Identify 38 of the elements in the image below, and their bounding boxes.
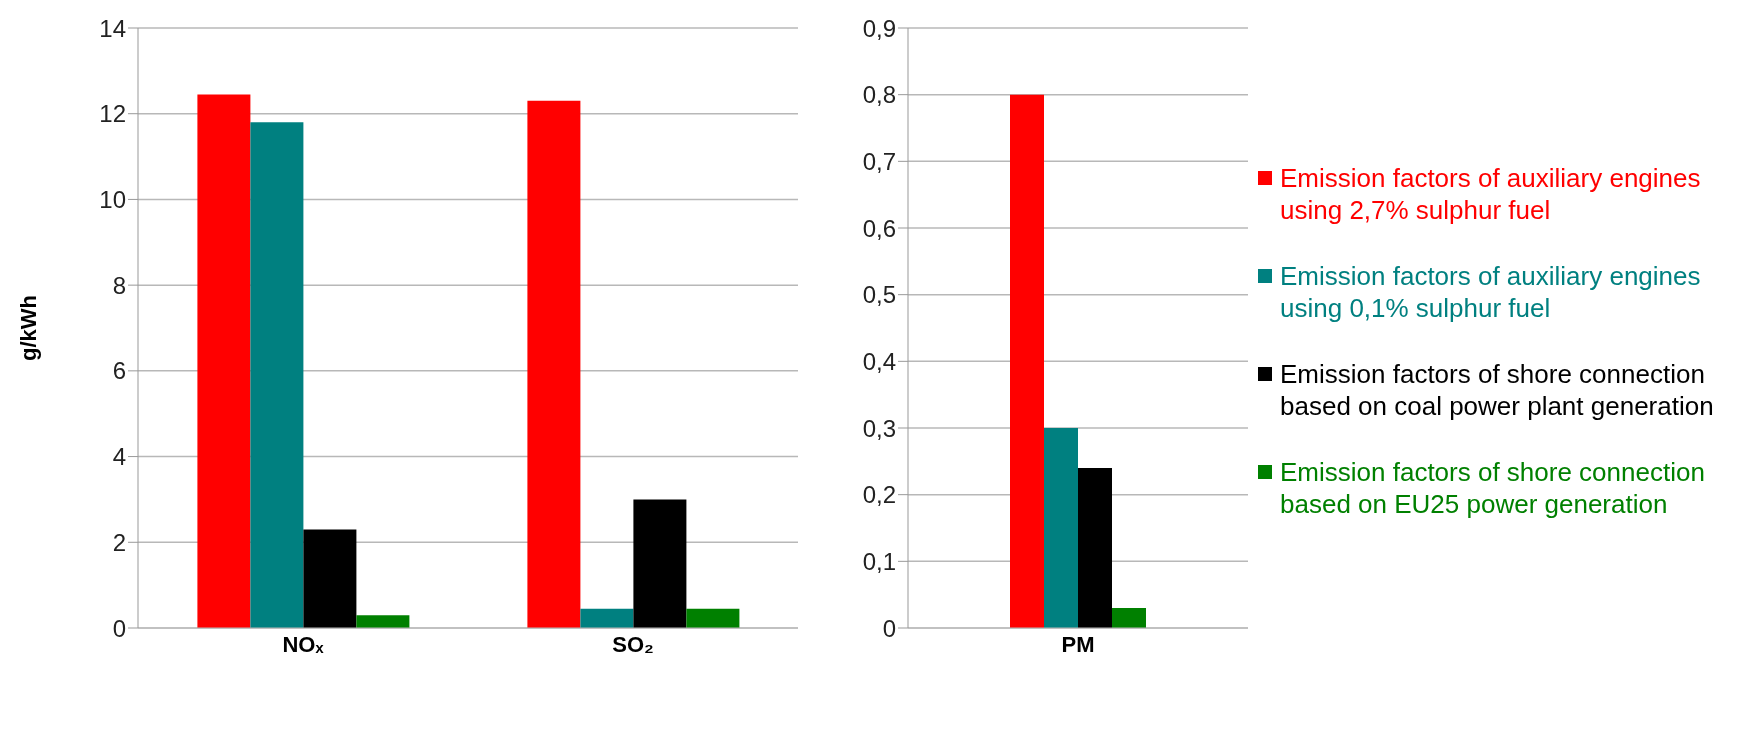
legend-label: Emission factors of auxiliary engines using 0,1% sulphur fuel (1280, 260, 1702, 324)
y-tick-label: 0,4 (862, 347, 896, 375)
bar (1010, 94, 1044, 628)
y-tick-label: 8 (112, 271, 126, 299)
y-tick-label: 12 (99, 100, 126, 128)
y-tick-label: 4 (112, 443, 126, 471)
bar (303, 529, 357, 628)
y-tick-label: 0,3 (862, 414, 896, 442)
x-tick-label: PM (1061, 631, 1095, 657)
y-tick-label: 0,8 (862, 81, 896, 109)
bar (580, 608, 634, 628)
bar (1078, 468, 1112, 628)
y-tick-label: 0,6 (862, 214, 896, 242)
bar (197, 94, 251, 628)
y-tick-label: 0,7 (862, 147, 896, 175)
y-tick-label: 0 (882, 614, 896, 642)
y-tick-label: 6 (112, 357, 126, 385)
legend-label: Emission factors of shore connection based on coal power plant generation (1280, 358, 1715, 422)
bar (356, 615, 410, 628)
bar (250, 122, 304, 628)
y-tick-label: 10 (99, 185, 126, 213)
bar (1044, 428, 1078, 628)
legend-label: Emission factors of auxiliary engines using 2,7% sulphur fuel (1280, 162, 1702, 226)
y-tick-label: 14 (99, 14, 126, 42)
bar (686, 608, 740, 628)
y-tick-label: 0,1 (862, 547, 896, 575)
x-tick-label: SO₂ (612, 631, 654, 657)
y-tick-label: 0,2 (862, 481, 896, 509)
y-tick-label: 0,5 (862, 281, 896, 309)
bar (1112, 608, 1146, 628)
bar (527, 100, 581, 628)
y-tick-label: 2 (112, 528, 126, 556)
y-axis-title: g/kWh (15, 295, 41, 361)
legend-label: Emission factors of shore connection based on EU25 power generation (1280, 456, 1706, 520)
y-tick-label: 0 (112, 614, 126, 642)
x-tick-label: NOₓ (282, 631, 325, 657)
y-tick-label: 0,9 (862, 14, 896, 42)
bar (633, 499, 687, 628)
